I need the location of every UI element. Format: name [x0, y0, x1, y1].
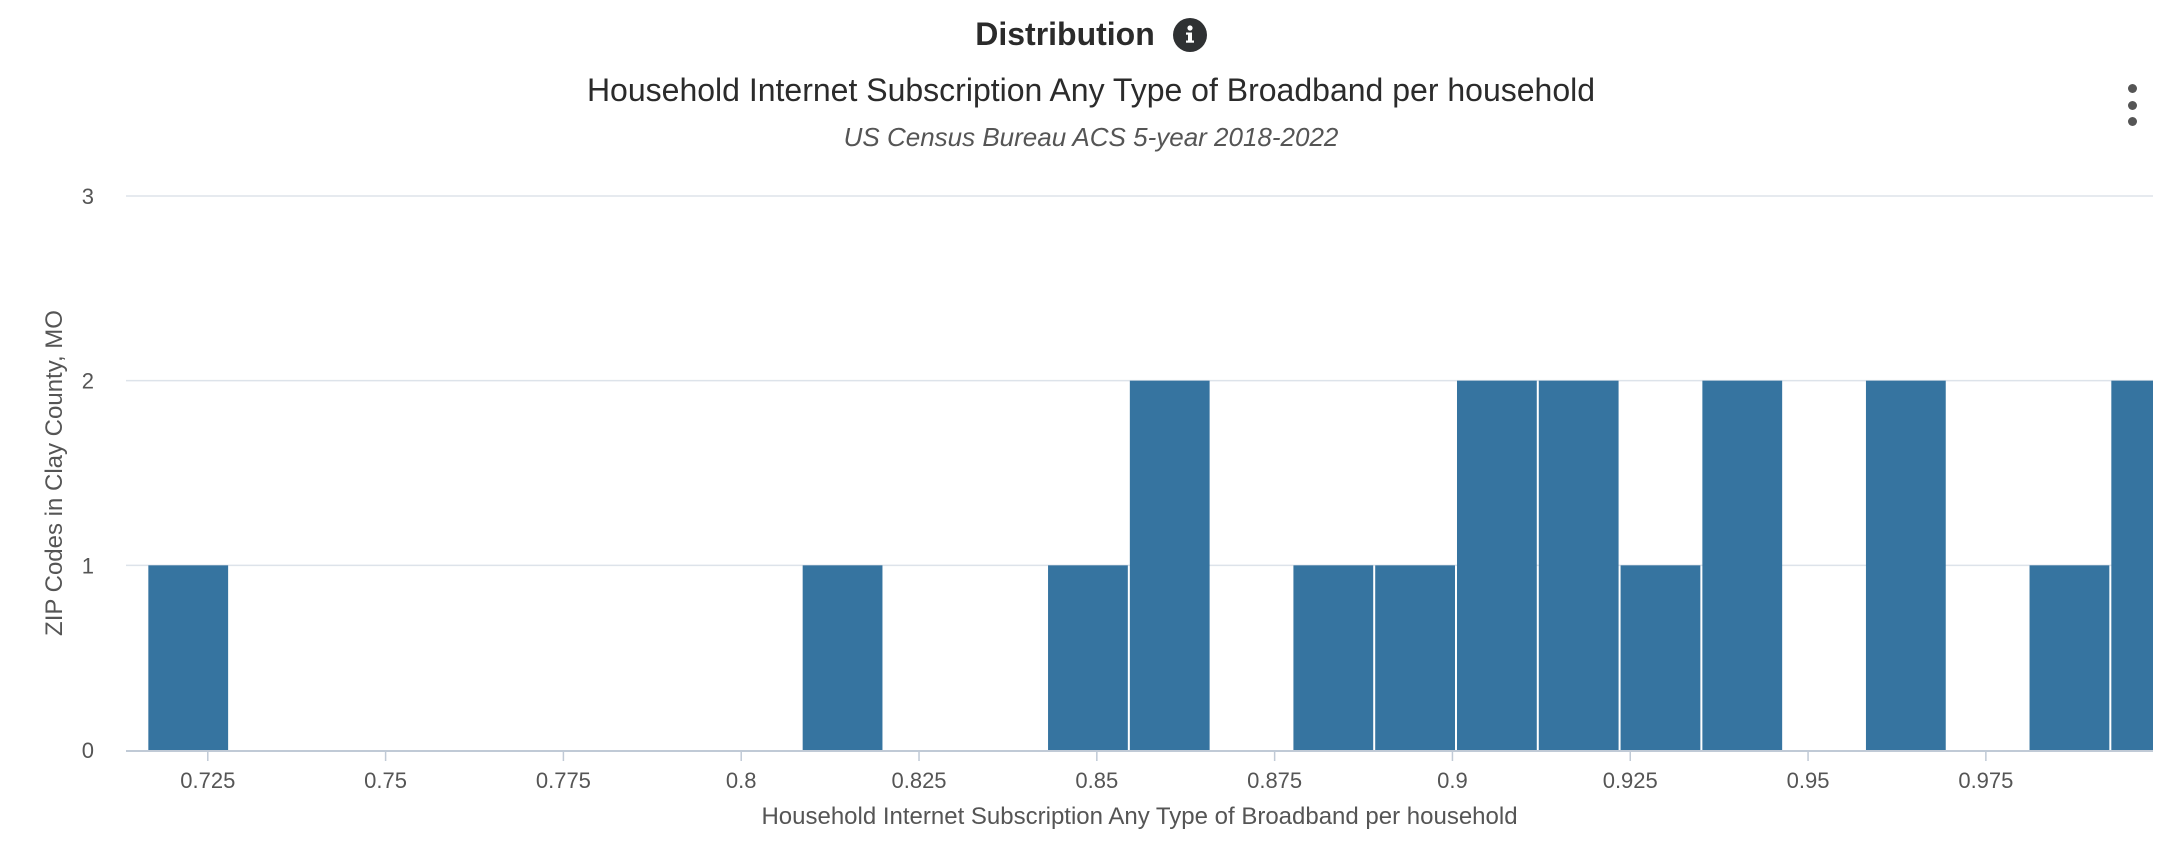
x-tick-label: 0.75: [364, 768, 407, 793]
chart-title: Distribution: [975, 16, 1155, 52]
x-axis-label: Household Internet Subscription Any Type…: [761, 803, 1517, 830]
x-tick-label: 0.825: [891, 768, 946, 793]
histogram-bar: [1129, 380, 1210, 750]
chart-subtitle: Household Internet Subscription Any Type…: [586, 72, 1596, 108]
histogram-bar: [1375, 565, 1455, 750]
x-tick-label: 0.975: [1958, 768, 2013, 793]
histogram-bar: [802, 565, 883, 750]
y-tick-labels: 0 1 2 3: [82, 184, 94, 763]
info-icon[interactable]: [1172, 17, 1207, 52]
histogram-bar: [1620, 565, 1701, 750]
x-tick-label: 0.725: [180, 768, 235, 793]
y-tick-label: 1: [82, 553, 94, 578]
histogram-bar: [1293, 565, 1374, 750]
x-tick-label: 0.775: [536, 768, 591, 793]
y-tick-label: 0: [82, 738, 94, 763]
histogram-bar: [2029, 565, 2110, 750]
histogram-bar: [2111, 380, 2153, 750]
chart-menu-button[interactable]: [2112, 80, 2152, 130]
histogram-bar: [148, 565, 229, 750]
histogram-bar: [1865, 380, 1946, 750]
x-tick-label: 0.95: [1787, 768, 1830, 793]
more-vertical-icon-dot: [2127, 117, 2137, 126]
histogram-bar: [1702, 380, 1783, 750]
histogram-bar: [1456, 380, 1537, 750]
y-tick-label: 3: [82, 184, 94, 209]
histogram-bars: [148, 380, 2153, 750]
x-tick-label: 0.9: [1437, 768, 1468, 793]
chart-title-row: Distribution: [0, 16, 2182, 53]
more-vertical-icon-dot: [2127, 100, 2137, 110]
more-vertical-icon-dot: [2127, 84, 2137, 93]
x-tick-label: 0.85: [1075, 768, 1118, 793]
x-tick-labels: 0.725 0.75 0.775 0.8 0.825 0.85 0.875 0.9 0.925 0…: [180, 751, 2013, 793]
x-tick-label: 0.925: [1603, 768, 1658, 793]
histogram-bar: [1538, 380, 1619, 750]
x-tick-label: 0.8: [726, 768, 757, 793]
y-axis-label: ZIP Codes in Clay County, MO: [41, 310, 68, 636]
x-tick-label: 0.875: [1247, 768, 1302, 793]
histogram-bar: [1048, 565, 1128, 750]
chart-source: US Census Bureau ACS 5-year 2018-2022: [843, 122, 1339, 152]
y-tick-label: 2: [82, 369, 94, 394]
